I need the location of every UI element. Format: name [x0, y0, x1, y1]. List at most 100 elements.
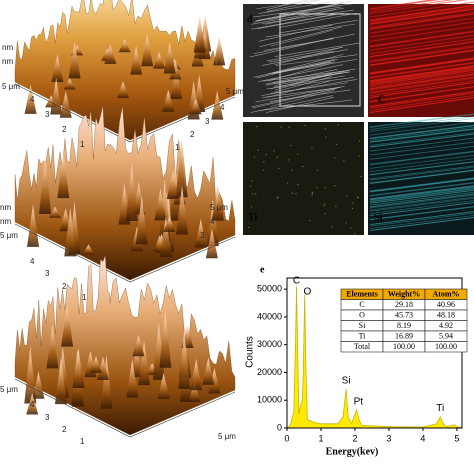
afm-axis-label: 2 — [62, 125, 67, 134]
table-cell-text: Ti — [359, 332, 367, 341]
c-fiber — [369, 50, 474, 67]
si-fiber — [369, 185, 474, 200]
si-fiber — [369, 128, 474, 143]
afm-peak — [175, 136, 188, 198]
map-label: Si — [374, 212, 383, 223]
y-tick-label: 30000 — [257, 339, 282, 349]
ti-dot — [288, 126, 290, 128]
c-fiber — [369, 8, 474, 25]
ti-dot — [337, 124, 340, 126]
afm-axis-label: 2 — [62, 425, 67, 434]
c-fiber — [369, 13, 474, 30]
c-fiber — [369, 66, 474, 83]
c-fiber — [369, 81, 474, 98]
si-fiber — [369, 194, 474, 209]
ti-dot — [331, 226, 333, 228]
sem-fiber — [275, 54, 358, 66]
si-fiber — [369, 161, 474, 176]
sem-fiber — [252, 58, 336, 78]
afm-peak — [116, 80, 129, 99]
peak-label: Pt — [354, 396, 364, 407]
sem-image — [243, 4, 364, 117]
afm-peak — [125, 163, 138, 222]
afm-axis-label: 3 — [200, 231, 205, 240]
ti-dot — [346, 195, 348, 197]
afm-axis-label: 3 — [45, 110, 50, 119]
si-fiber — [369, 187, 474, 202]
c-fiber — [369, 95, 474, 112]
c-fiber — [369, 0, 440, 11]
ti-dot — [250, 206, 253, 208]
c-fiber — [369, 71, 474, 88]
afm-axis-label: 5 μm — [2, 82, 20, 91]
c-fiber — [369, 58, 474, 75]
ti-dot — [256, 125, 258, 128]
ti-dot — [302, 165, 304, 168]
c-fiber — [369, 25, 474, 42]
si-fiber — [369, 177, 474, 192]
table-cell-text: Total — [354, 342, 371, 351]
ti-dot — [316, 169, 319, 172]
c-fiber — [369, 5, 474, 22]
si-fiber — [369, 189, 474, 204]
afm-peak — [211, 183, 224, 221]
afm-peak — [24, 345, 37, 404]
ti-dot — [311, 194, 313, 196]
si-fiber — [369, 182, 474, 197]
ti-dot — [265, 153, 267, 156]
afm-peak — [72, 347, 85, 388]
c-fiber — [369, 61, 474, 78]
si-fiber — [369, 151, 474, 166]
afm-peak — [188, 380, 201, 402]
sem-fiber — [259, 26, 342, 48]
ti-dot — [358, 140, 361, 142]
c-fiber — [369, 58, 474, 75]
afm-peak — [63, 77, 76, 90]
table-cell — [424, 341, 468, 353]
afm-axis-label: 3 — [45, 413, 50, 422]
sem-fiber — [262, 70, 344, 82]
c-fiber — [369, 45, 474, 62]
afm-peak — [157, 372, 170, 400]
y-tick-label: 0 — [277, 422, 282, 432]
ti-dot — [333, 184, 336, 187]
afm-peak — [130, 345, 143, 378]
sem-fiber — [278, 19, 358, 34]
afm-peak — [190, 358, 203, 391]
si-fiber — [369, 165, 474, 180]
ti-dot — [290, 144, 292, 147]
si-fiber — [369, 121, 474, 136]
sem-fiber — [249, 37, 334, 58]
afm-peak — [206, 199, 219, 247]
si-fiber — [369, 206, 474, 221]
peak-label: Si — [342, 375, 351, 386]
ti-dot — [311, 193, 314, 195]
si-fiber — [369, 186, 474, 200]
c-fiber — [369, 34, 474, 51]
si-fiber — [369, 114, 474, 128]
c-fiber — [369, 67, 474, 84]
sem-fiber — [261, 79, 358, 96]
table-cell-text: 100.00 — [435, 342, 457, 351]
sem-fiber — [259, 99, 353, 111]
c-fiber — [369, 65, 474, 82]
sem-fiber — [266, 54, 344, 75]
ti-dot — [295, 193, 297, 195]
afm-axis-label: 5 μm — [226, 87, 244, 96]
afm-peak — [64, 207, 77, 257]
c-fiber — [369, 6, 474, 23]
ti-dot — [297, 183, 299, 186]
sem-fiber — [266, 46, 344, 62]
sem-fiber — [255, 86, 345, 103]
ti-dot — [345, 222, 347, 224]
y-tick-label: 20000 — [257, 367, 282, 377]
ti-dot — [292, 192, 294, 194]
afm-axis-label: nm — [0, 217, 11, 226]
afm-peak — [54, 357, 67, 405]
afm-peak — [32, 371, 45, 399]
table-cell-text: 4.92 — [439, 321, 453, 330]
afm-peak — [202, 357, 215, 385]
y-tick-label: 50000 — [257, 283, 282, 293]
